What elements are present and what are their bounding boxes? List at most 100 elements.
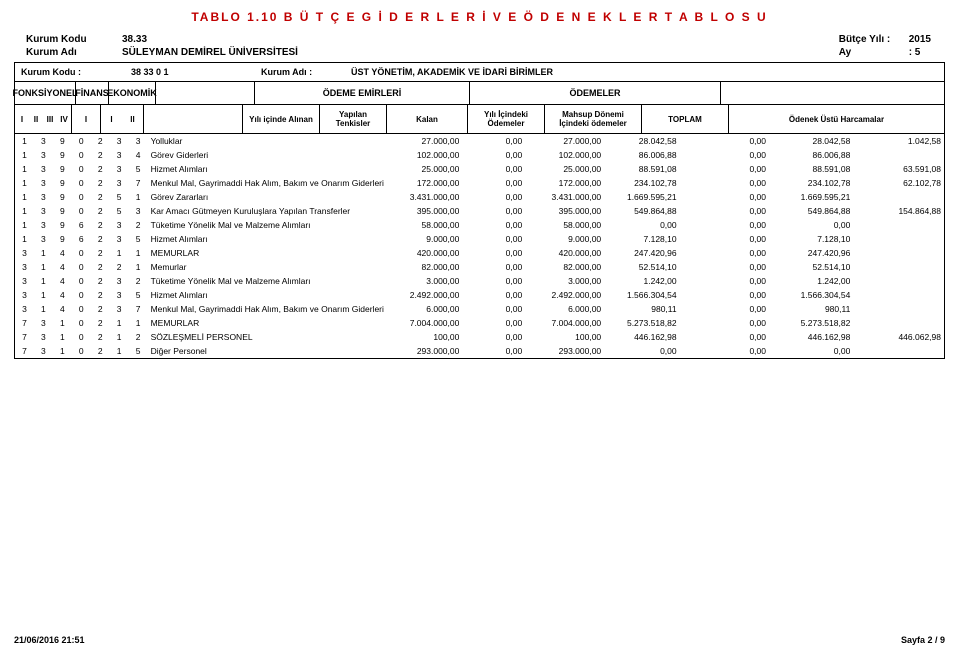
cell-ustun: [853, 246, 944, 260]
code-cell: 7: [15, 344, 34, 358]
cell-alinan: 6.000,00: [387, 302, 462, 316]
code-cell: 0: [72, 176, 91, 190]
cell-yilic: 88.591,08: [604, 162, 679, 176]
desc-cell: Görev Giderleri: [148, 148, 387, 162]
cell-toplam: 28.042,58: [769, 134, 853, 148]
hdr-desc-blank2: [144, 105, 243, 133]
column-band-2: I II III IV I I II Yılı içinde Alınan Ya…: [15, 105, 944, 134]
code-cell: 1: [110, 344, 129, 358]
cell-toplam: 0,00: [769, 218, 853, 232]
cell-tenkis: 0,00: [462, 232, 525, 246]
code-cell: 3: [34, 148, 53, 162]
cell-yilic: 28.042,58: [604, 134, 679, 148]
cell-ustun: 63.591,08: [853, 162, 944, 176]
lvl-f2: II: [29, 115, 43, 124]
code-cell: 4: [129, 148, 148, 162]
cell-tenkis: 0,00: [462, 204, 525, 218]
code-cell: 0: [72, 288, 91, 302]
code-cell: 9: [53, 148, 72, 162]
sub-kurum-kodu: 38 33 0 1: [131, 67, 261, 77]
cell-ustun: [853, 260, 944, 274]
cell-mahsup: 0,00: [680, 134, 769, 148]
cell-tenkis: 0,00: [462, 260, 525, 274]
cell-mahsup: 0,00: [680, 302, 769, 316]
code-cell: 3: [15, 274, 34, 288]
cell-alinan: 395.000,00: [387, 204, 462, 218]
cell-yilic: 5.273.518,82: [604, 316, 679, 330]
cell-tenkis: 0,00: [462, 176, 525, 190]
code-cell: 3: [110, 232, 129, 246]
code-cell: 1: [110, 246, 129, 260]
code-cell: 2: [91, 330, 110, 344]
desc-cell: SÖZLEŞMELİ PERSONEL: [148, 330, 387, 344]
table-row: 1390233Yolluklar27.000,000,0027.000,0028…: [15, 134, 944, 148]
cell-yilic: 980,11: [604, 302, 679, 316]
code-cell: 1: [53, 330, 72, 344]
code-cell: 3: [34, 134, 53, 148]
code-cell: 0: [72, 274, 91, 288]
code-cell: 5: [129, 162, 148, 176]
cell-alinan: 58.000,00: [387, 218, 462, 232]
code-cell: 5: [129, 232, 148, 246]
code-cell: 1: [129, 316, 148, 330]
code-cell: 9: [53, 162, 72, 176]
table-row: 3140221Memurlar82.000,000,0082.000,0052.…: [15, 260, 944, 274]
cell-tenkis: 0,00: [462, 190, 525, 204]
code-cell: 1: [15, 162, 34, 176]
code-cell: 9: [53, 176, 72, 190]
cell-tenkis: 0,00: [462, 288, 525, 302]
code-cell: 1: [15, 176, 34, 190]
cell-yilic: 1.566.304,54: [604, 288, 679, 302]
code-cell: 3: [129, 134, 148, 148]
code-cell: 3: [15, 302, 34, 316]
cell-alinan: 7.004.000,00: [387, 316, 462, 330]
lvl-f1: I: [15, 115, 29, 124]
code-cell: 0: [72, 190, 91, 204]
cell-kalan: 25.000,00: [525, 162, 604, 176]
cell-alinan: 9.000,00: [387, 232, 462, 246]
code-cell: 0: [72, 302, 91, 316]
code-cell: 4: [53, 302, 72, 316]
code-cell: 4: [53, 260, 72, 274]
code-cell: 7: [15, 316, 34, 330]
footer-timestamp: 21/06/2016 21:51: [14, 635, 85, 645]
code-cell: 2: [91, 302, 110, 316]
code-cell: 2: [91, 148, 110, 162]
code-cell: 9: [53, 190, 72, 204]
cell-kalan: 82.000,00: [525, 260, 604, 274]
cell-ustun: [853, 190, 944, 204]
desc-cell: Menkul Mal, Gayrimaddi Hak Alım, Bakım v…: [148, 302, 387, 316]
code-cell: 1: [129, 190, 148, 204]
code-cell: 2: [91, 246, 110, 260]
cell-yilic: 7.128,10: [604, 232, 679, 246]
code-cell: 6: [72, 232, 91, 246]
table-row: 1390237Menkul Mal, Gayrimaddi Hak Alım, …: [15, 176, 944, 190]
desc-cell: Diğer Personel: [148, 344, 387, 358]
cell-yilic: 52.514,10: [604, 260, 679, 274]
cell-mahsup: 0,00: [680, 232, 769, 246]
code-cell: 7: [129, 176, 148, 190]
code-cell: 4: [53, 246, 72, 260]
code-cell: 3: [110, 148, 129, 162]
cell-ustun: [853, 274, 944, 288]
code-cell: 1: [34, 246, 53, 260]
cell-yilic: 86.006,88: [604, 148, 679, 162]
cell-alinan: 293.000,00: [387, 344, 462, 358]
cell-mahsup: 0,00: [680, 288, 769, 302]
code-cell: 1: [34, 302, 53, 316]
hdr-toplam: TOPLAM: [642, 105, 729, 133]
table-row: 1390234Görev Giderleri102.000,000,00102.…: [15, 148, 944, 162]
code-cell: 1: [15, 232, 34, 246]
code-cell: 3: [15, 260, 34, 274]
desc-cell: Menkul Mal, Gayrimaddi Hak Alım, Bakım v…: [148, 176, 387, 190]
cell-alinan: 420.000,00: [387, 246, 462, 260]
code-cell: 2: [91, 260, 110, 274]
desc-cell: Hizmet Alımları: [148, 232, 387, 246]
code-cell: 6: [72, 218, 91, 232]
code-cell: 1: [129, 260, 148, 274]
code-cell: 5: [110, 204, 129, 218]
code-cell: 1: [53, 344, 72, 358]
cell-yilic: 1.242,00: [604, 274, 679, 288]
cell-kalan: 2.492.000,00: [525, 288, 604, 302]
code-cell: 1: [53, 316, 72, 330]
